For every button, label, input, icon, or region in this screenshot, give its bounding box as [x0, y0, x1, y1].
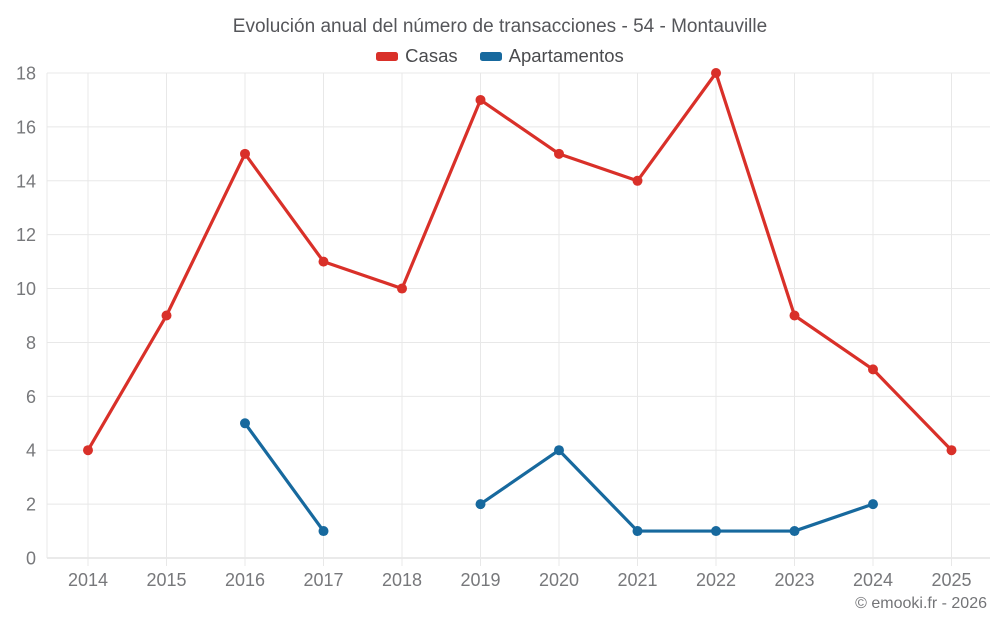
data-point-casas	[161, 310, 172, 321]
attribution: © emooki.fr - 2026	[855, 595, 987, 612]
y-axis-tick-label: 8	[26, 333, 36, 353]
x-axis-tick-label: 2024	[853, 570, 893, 590]
data-point-casas	[397, 283, 407, 294]
series-line-apartamentos	[478, 448, 875, 533]
y-axis-tick-label: 6	[26, 387, 36, 407]
data-point-apartamentos	[475, 499, 486, 510]
data-point-casas	[946, 445, 957, 456]
data-point-apartamentos	[711, 526, 721, 537]
y-axis-tick-label: 4	[26, 441, 36, 461]
y-axis-tick-label: 16	[16, 117, 36, 137]
legend-swatch-casas-icon	[376, 51, 399, 61]
y-axis-tick-label: 10	[16, 279, 36, 299]
x-axis-tick-label: 2017	[303, 570, 343, 590]
x-axis-tick-label: 2025	[931, 570, 971, 590]
x-axis-tick-label: 2016	[225, 570, 265, 590]
legend: Casas Apartamentos	[0, 45, 1000, 67]
x-axis-tick-label: 2021	[617, 570, 657, 590]
data-point-casas	[83, 445, 93, 456]
legend-swatch-apartamentos-icon	[479, 51, 502, 61]
data-point-casas	[240, 148, 250, 159]
y-axis-tick-label: 14	[16, 171, 36, 191]
x-axis-tick-label: 2023	[774, 570, 814, 590]
data-point-casas	[789, 310, 800, 321]
chart-title: Evolución anual del número de transaccio…	[232, 16, 768, 37]
legend-label-apartamentos: Apartamentos	[508, 45, 624, 66]
series-line-casas	[86, 71, 954, 452]
y-axis-tick-label: 18	[16, 64, 36, 84]
x-axis-tick-label: 2015	[146, 570, 186, 590]
data-point-casas	[632, 175, 643, 186]
x-axis-tick-label: 2022	[696, 570, 736, 590]
x-axis-tick-label: 2020	[539, 570, 579, 590]
series-line-apartamentos	[243, 421, 326, 533]
data-point-apartamentos	[318, 526, 329, 537]
data-point-apartamentos	[632, 526, 643, 537]
legend-item-casas[interactable]: Casas	[376, 45, 458, 67]
data-point-casas	[868, 364, 878, 375]
x-axis-tick-label: 2019	[460, 570, 500, 590]
data-point-casas	[475, 94, 486, 105]
legend-item-apartamentos[interactable]: Apartamentos	[479, 45, 624, 67]
y-axis-tick-label: 0	[26, 549, 36, 569]
data-point-casas	[554, 148, 564, 159]
data-point-casas	[318, 256, 329, 267]
x-axis-tick-label: 2014	[68, 570, 108, 590]
data-point-casas	[711, 68, 721, 78]
data-point-apartamentos	[868, 499, 878, 510]
y-axis-tick-label: 2	[26, 495, 36, 515]
x-axis-tick-label: 2018	[382, 570, 422, 590]
y-axis-tick-label: 12	[16, 225, 36, 245]
legend-label-casas: Casas	[405, 45, 458, 66]
data-point-apartamentos	[789, 526, 800, 537]
data-point-apartamentos	[240, 418, 250, 429]
data-point-apartamentos	[554, 445, 564, 456]
